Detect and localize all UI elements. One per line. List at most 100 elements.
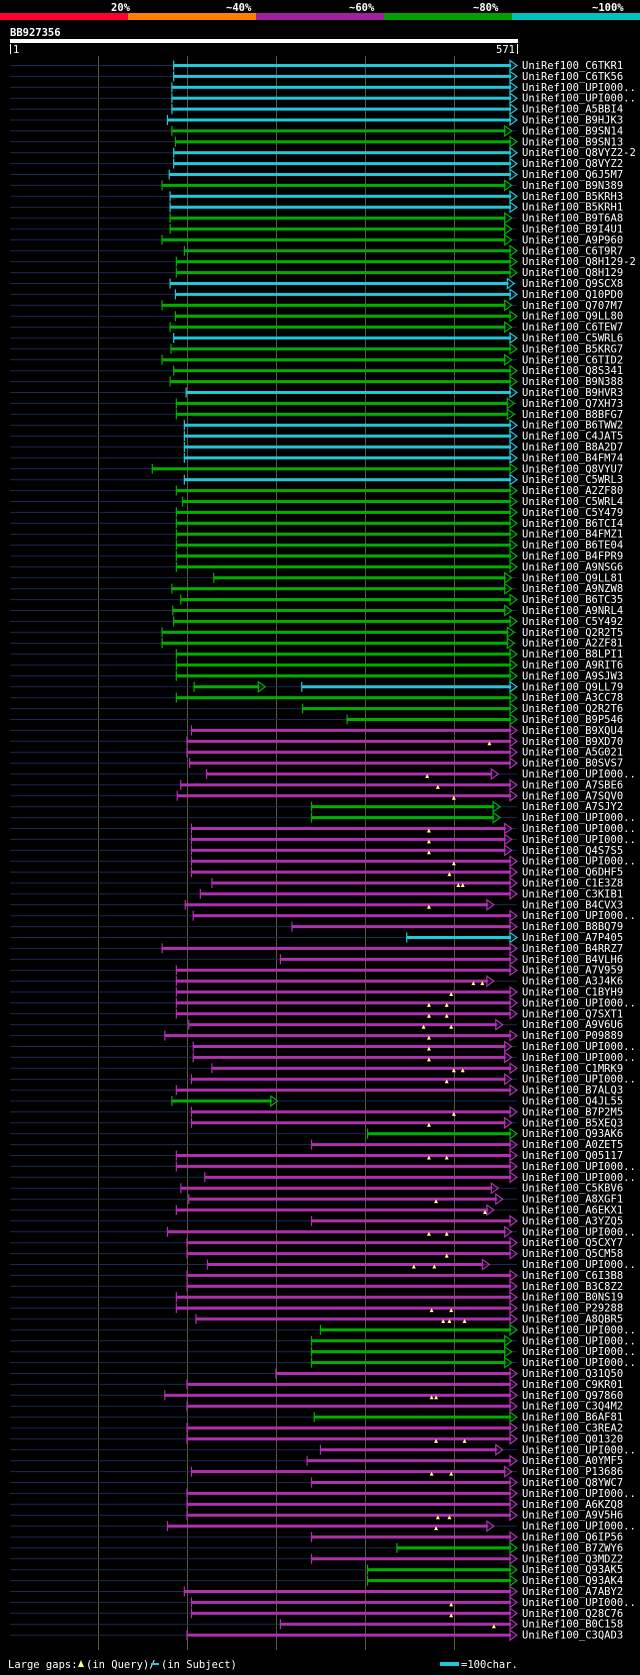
hit-row[interactable]: UniRef100_B3C8Z2 [10,1280,623,1293]
hit-row[interactable]: UniRef100_UPI000.. [10,822,636,835]
hit-label[interactable]: UniRef100_C1BYH9 [522,987,623,999]
hit-label[interactable]: UniRef100_UPI000.. [522,93,636,105]
hit-label[interactable]: UniRef100_Q9LL79 [522,681,623,693]
hit-label[interactable]: UniRef100_B5KRH1 [522,202,623,214]
hit-row[interactable]: UniRef100_B7ZWY6 [10,1541,623,1554]
hit-row[interactable]: UniRef100_Q707M7 [10,299,623,312]
hit-label[interactable]: UniRef100_C5KBV6 [522,1183,623,1195]
hit-row[interactable]: UniRef100_P09889 [10,1029,623,1042]
hit-row[interactable]: UniRef100_P13686 [10,1465,623,1478]
hit-label[interactable]: UniRef100_A2ZF80 [522,485,623,497]
hit-row[interactable]: UniRef100_C6TK56 [10,70,623,83]
hit-label[interactable]: UniRef100_Q05117 [522,1150,623,1162]
hit-row[interactable]: UniRef100_B6TCI4 [10,517,623,530]
hit-row[interactable]: UniRef100_B5KRH3 [10,190,623,203]
hit-row[interactable]: UniRef100_Q10PD0 [10,288,623,301]
hit-row[interactable]: UniRef100_UPI000.. [10,1487,636,1500]
hit-row[interactable]: UniRef100_Q4S7S5 [10,844,623,857]
hit-label[interactable]: UniRef100_UPI000.. [522,1521,636,1533]
hit-row[interactable]: UniRef100_A3YZQ5 [10,1214,623,1227]
hit-label[interactable]: UniRef100_UPI000.. [522,856,636,868]
hit-label[interactable]: UniRef100_B4VLH6 [522,954,623,966]
hit-row[interactable]: UniRef100_UPI000.. [10,1345,636,1358]
hit-label[interactable]: UniRef100_C4JAT5 [522,431,623,443]
hit-row[interactable]: UniRef100_C3KIB1 [10,887,623,900]
hit-row[interactable]: UniRef100_B9N389 [10,179,623,192]
hit-label[interactable]: UniRef100_UPI000.. [522,1161,636,1173]
hit-row[interactable]: UniRef100_B4RRZ7 [10,942,623,955]
hit-label[interactable]: UniRef100_C6I3B8 [522,1270,623,1282]
hit-label[interactable]: UniRef100_B4FM74 [522,452,623,464]
hit-row[interactable]: UniRef100_B4CVX3 [10,898,623,911]
hit-label[interactable]: UniRef100_B9SN14 [522,125,623,137]
hit-row[interactable]: UniRef100_UPI000.. [10,1519,636,1533]
hit-row[interactable]: UniRef100_UPI000.. [10,1225,636,1238]
hit-row[interactable]: UniRef100_Q9LL79 [10,680,623,693]
hit-row[interactable]: UniRef100_UPI000.. [10,767,636,781]
hit-row[interactable]: UniRef100_A2ZF81 [10,637,623,650]
hit-label[interactable]: UniRef100_Q2R2T6 [522,703,623,715]
hit-row[interactable]: UniRef100_B4FPR9 [10,549,623,563]
hit-label[interactable]: UniRef100_UPI000.. [522,1357,636,1369]
hit-label[interactable]: UniRef100_Q7XH73 [522,398,623,410]
hit-row[interactable]: UniRef100_B9I4U1 [10,222,623,236]
hit-label[interactable]: UniRef100_Q31Q50 [522,1368,623,1380]
hit-label[interactable]: UniRef100_Q9LL80 [522,311,623,323]
hit-label[interactable]: UniRef100_Q707M7 [522,300,623,312]
hit-label[interactable]: UniRef100_B8BFG7 [522,409,623,421]
hit-label[interactable]: UniRef100_B7ALQ3 [522,1085,623,1097]
hit-label[interactable]: UniRef100_B4FPR9 [522,551,623,563]
hit-row[interactable]: UniRef100_B5KRH1 [10,201,623,214]
hit-row[interactable]: UniRef100_A9NZW8 [10,582,623,595]
hit-label[interactable]: UniRef100_P29288 [522,1303,623,1315]
hit-label[interactable]: UniRef100_B9P546 [522,714,623,726]
hit-label[interactable]: UniRef100_A7P405 [522,932,623,944]
hit-label[interactable]: UniRef100_A7ABY2 [522,1586,623,1598]
hit-label[interactable]: UniRef100_C5WRL3 [522,474,623,486]
hit-label[interactable]: UniRef100_A3J4K6 [522,976,623,988]
hit-row[interactable]: UniRef100_Q6J5M7 [10,168,623,181]
hit-row[interactable]: UniRef100_UPI000.. [10,92,636,105]
hit-label[interactable]: UniRef100_Q28C76 [522,1608,623,1620]
hit-label[interactable]: UniRef100_Q4S7S5 [522,845,623,857]
hit-label[interactable]: UniRef100_P09889 [522,1030,623,1042]
hit-label[interactable]: UniRef100_B4FMZ1 [522,529,623,541]
hit-row[interactable]: UniRef100_UPI000.. [10,811,636,824]
hit-label[interactable]: UniRef100_Q01320 [522,1433,623,1445]
hit-label[interactable]: UniRef100_UPI000.. [522,1324,636,1336]
hit-label[interactable]: UniRef100_UPI000.. [522,1172,636,1184]
hit-label[interactable]: UniRef100_Q93AK6 [522,1128,623,1140]
hit-row[interactable]: UniRef100_B8BQ79 [10,920,623,933]
hit-label[interactable]: UniRef100_A9NZW8 [522,583,623,595]
hit-row[interactable]: UniRef100_B6TWW2 [10,419,623,432]
hit-label[interactable]: UniRef100_C6TEW7 [522,322,623,334]
hit-label[interactable]: UniRef100_B6TWW2 [522,420,623,432]
hit-row[interactable]: UniRef100_A8QBR5 [10,1312,623,1326]
hit-label[interactable]: UniRef100_A3CC78 [522,692,623,704]
hit-label[interactable]: UniRef100_UPI000.. [522,910,636,922]
hit-row[interactable]: UniRef100_C5Y479 [10,506,623,519]
hit-label[interactable]: UniRef100_B4CVX3 [522,899,623,911]
hit-row[interactable]: UniRef100_B9T6A8 [10,211,623,225]
hit-label[interactable]: UniRef100_UPI000.. [522,1052,636,1064]
hit-row[interactable]: UniRef100_Q9SCX8 [10,277,623,290]
hit-label[interactable]: UniRef100_UPI000.. [522,1444,636,1456]
hit-label[interactable]: UniRef100_C5WRL4 [522,496,623,508]
hit-label[interactable]: UniRef100_C6T9R7 [522,245,623,257]
hit-label[interactable]: UniRef100_UPI000.. [522,1226,636,1238]
hit-label[interactable]: UniRef100_Q2R2T5 [522,627,623,639]
hit-row[interactable]: UniRef100_A3J4K6 [10,974,623,988]
hit-row[interactable]: UniRef100_UPI000.. [10,1160,636,1173]
hit-row[interactable]: UniRef100_Q28C76 [10,1607,623,1620]
hit-label[interactable]: UniRef100_A3YZQ5 [522,1215,623,1227]
hit-row[interactable]: UniRef100_UPI000.. [10,1040,636,1053]
hit-row[interactable]: UniRef100_UPI000.. [10,996,636,1009]
hit-row[interactable]: UniRef100_Q93AK5 [10,1563,623,1576]
hit-label[interactable]: UniRef100_A7SQV0 [522,790,623,802]
hit-row[interactable]: UniRef100_UPI000.. [10,909,636,922]
hit-label[interactable]: UniRef100_A9SJW3 [522,670,623,682]
hit-label[interactable]: UniRef100_UPI000.. [522,1335,636,1347]
hit-row[interactable]: UniRef100_A7SQV0 [10,789,623,802]
hit-label[interactable]: UniRef100_B0SVS7 [522,758,623,770]
hit-label[interactable]: UniRef100_Q6IP56 [522,1532,623,1544]
